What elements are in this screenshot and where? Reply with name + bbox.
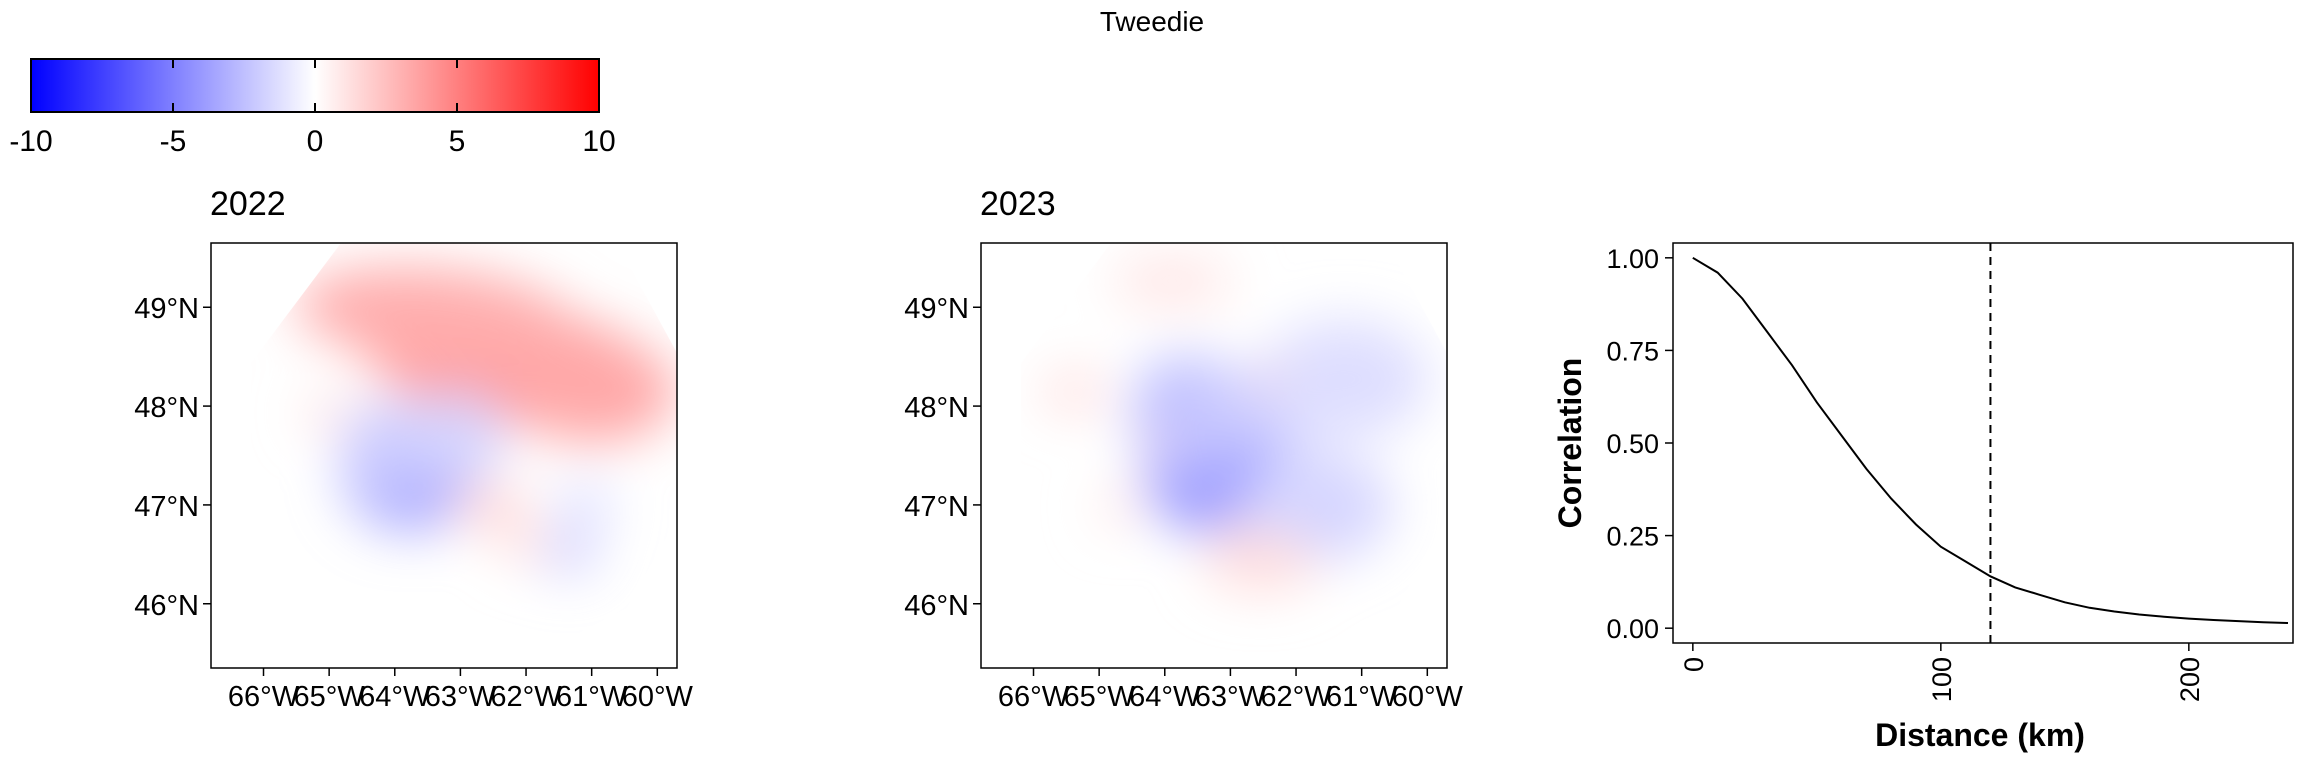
x-tick-label: 100 <box>1927 657 1957 702</box>
lon-tick-label: 66°W <box>998 681 1070 713</box>
anomaly-field-blob <box>304 396 351 430</box>
lat-tick-label: 46°N <box>134 590 199 622</box>
lon-tick-label: 65°W <box>294 681 366 713</box>
correlation-curve <box>1692 256 2289 624</box>
anomaly-field-blob <box>1144 425 1303 537</box>
colorbar-tick-label: 0 <box>307 125 324 158</box>
anomaly-field-blob <box>411 391 505 477</box>
anomaly-field-blob <box>541 532 598 575</box>
lat-tick-label: 46°N <box>904 590 969 622</box>
anomaly-field-blob <box>555 481 612 532</box>
anomaly-field-blob <box>1111 255 1233 307</box>
anomaly-field-blob <box>295 267 575 364</box>
map-title-2022: 2022 <box>210 185 286 223</box>
x-axis-title: Distance (km) <box>1875 717 2085 753</box>
lat-tick-label: 48°N <box>134 392 199 424</box>
map-frame <box>210 242 678 669</box>
y-tick-label: 0.00 <box>1606 614 1659 644</box>
anomaly-field-blob <box>1241 451 1392 562</box>
lon-tick-label: 63°W <box>1195 681 1267 713</box>
lon-tick-label: 62°W <box>1260 681 1332 713</box>
lon-tick-label: 60°W <box>1392 681 1464 713</box>
colorbar-tick-label: 10 <box>582 125 615 158</box>
colorbar-tick-label: -5 <box>160 125 187 158</box>
y-tick-label: 0.25 <box>1606 522 1659 552</box>
x-tick-label: 0 <box>1679 657 1709 672</box>
anomaly-field-blob <box>1130 353 1242 473</box>
anomaly-field-blob <box>1097 485 1145 528</box>
lat-tick-label: 47°N <box>134 491 199 523</box>
x-tick-label: 200 <box>2175 657 2205 702</box>
anomaly-field-blob <box>453 481 528 532</box>
lon-tick-label: 61°W <box>1326 681 1398 713</box>
anomaly-field-blob <box>1258 368 1282 390</box>
lon-tick-label: 63°W <box>425 681 497 713</box>
lat-tick-label: 49°N <box>134 293 199 325</box>
lon-tick-label: 62°W <box>490 681 562 713</box>
page-title: Tweedie <box>1099 6 1205 37</box>
lat-tick-label: 49°N <box>904 293 969 325</box>
lat-tick-label: 47°N <box>904 491 969 523</box>
map-background <box>981 243 1447 668</box>
anomaly-field-blob <box>341 404 426 490</box>
anomaly-field-blob <box>1204 532 1317 592</box>
colorbar-legend: -10 -5 0 5 10 <box>9 58 616 158</box>
lon-tick-label: 64°W <box>359 681 431 713</box>
anomaly-field-blob <box>1041 370 1107 413</box>
anomaly-field-blob <box>509 340 677 443</box>
lon-tick-label: 64°W <box>1129 681 1201 713</box>
colorbar-tick-label: -10 <box>9 125 52 158</box>
y-tick-label: 1.00 <box>1606 244 1659 274</box>
lon-tick-label: 65°W <box>1064 681 1136 713</box>
lon-tick-label: 61°W <box>556 681 628 713</box>
anomaly-field-blob <box>362 301 675 431</box>
colorbar-tick-label: 5 <box>449 125 466 158</box>
y-tick-label: 0.75 <box>1606 336 1659 366</box>
plot-frame <box>1672 242 2294 644</box>
map-title-2023: 2023 <box>980 185 1056 223</box>
map-frame <box>980 242 1448 669</box>
y-tick-label: 0.50 <box>1606 429 1659 459</box>
anomaly-field-blob <box>341 404 482 532</box>
anomaly-field-blob <box>1260 319 1429 439</box>
lon-tick-label: 60°W <box>622 681 694 713</box>
anomaly-field-blob <box>1214 523 1261 558</box>
anomaly-field-blob <box>1204 362 1336 447</box>
map-background <box>211 243 677 668</box>
lat-tick-label: 48°N <box>904 392 969 424</box>
lon-tick-label: 66°W <box>228 681 300 713</box>
anomaly-field-blob <box>499 519 547 562</box>
anomaly-field-blob <box>1144 434 1163 452</box>
y-axis-title: Correlation <box>1552 358 1588 529</box>
